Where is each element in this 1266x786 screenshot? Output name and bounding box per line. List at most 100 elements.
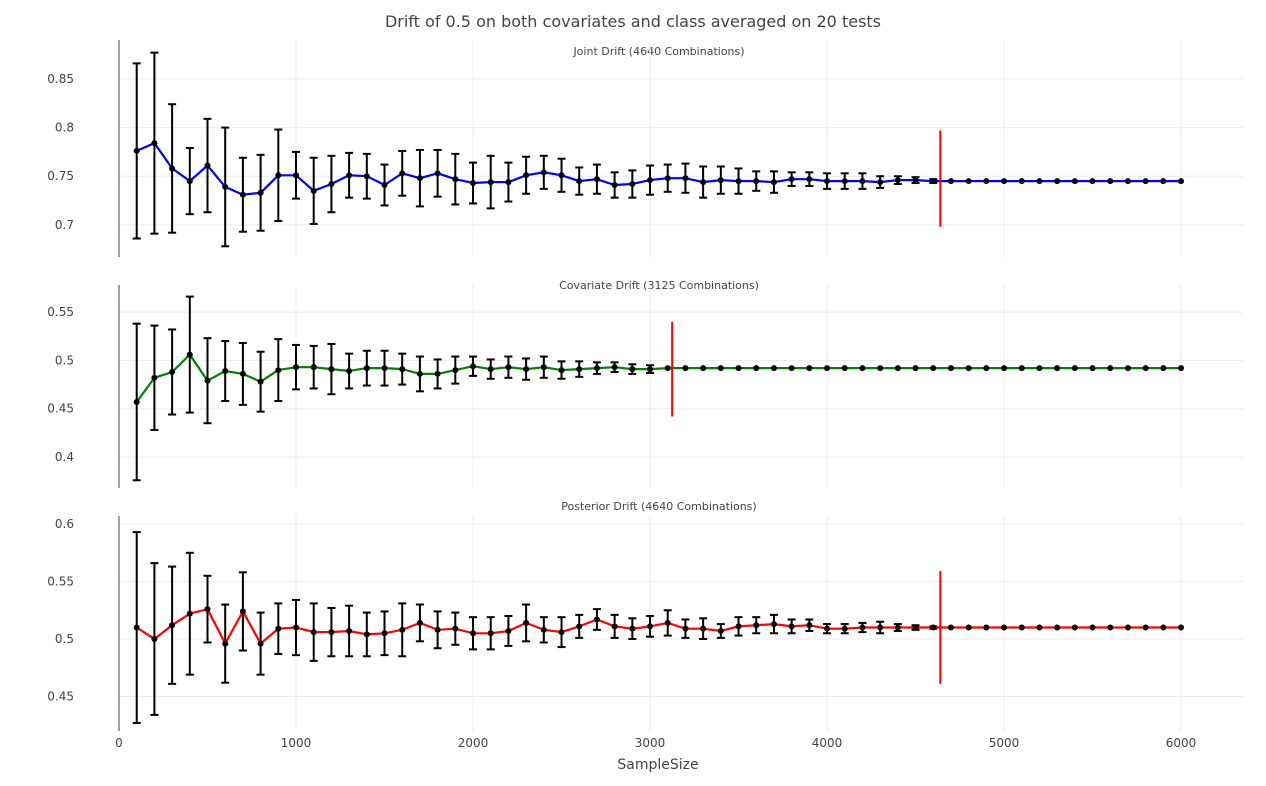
series-line bbox=[136, 141, 1181, 196]
data-point bbox=[310, 187, 317, 194]
data-point bbox=[1089, 365, 1096, 372]
data-point bbox=[735, 365, 742, 372]
data-point bbox=[735, 178, 742, 185]
data-point bbox=[434, 370, 441, 377]
data-point bbox=[1160, 178, 1167, 185]
data-point bbox=[593, 616, 600, 623]
y-tick-label: 0.55 bbox=[47, 305, 74, 319]
chart-title: Drift of 0.5 on both covariates and clas… bbox=[385, 12, 881, 31]
data-point bbox=[770, 621, 777, 628]
data-point bbox=[540, 364, 547, 371]
data-point bbox=[859, 178, 866, 185]
data-point bbox=[965, 365, 972, 372]
data-point bbox=[611, 364, 618, 371]
data-point bbox=[222, 368, 229, 375]
data-point bbox=[239, 370, 246, 377]
panel-1-subtitle: Joint Drift (4640 Combinations) bbox=[572, 45, 744, 58]
data-point bbox=[859, 624, 866, 631]
data-point bbox=[239, 608, 246, 615]
y-tick-label: 0.8 bbox=[55, 121, 74, 135]
data-point bbox=[912, 624, 919, 631]
data-point bbox=[381, 181, 388, 188]
data-point bbox=[505, 627, 512, 634]
y-tick-label: 0.75 bbox=[47, 169, 74, 183]
data-point bbox=[894, 177, 901, 184]
x-tick-label: 1000 bbox=[281, 736, 312, 750]
data-point bbox=[310, 364, 317, 371]
data-point bbox=[328, 181, 335, 188]
data-point bbox=[487, 366, 494, 373]
data-point bbox=[1107, 365, 1114, 372]
data-point bbox=[1071, 178, 1078, 185]
data-point bbox=[523, 172, 530, 179]
data-point bbox=[770, 179, 777, 186]
data-point bbox=[629, 366, 636, 373]
data-point bbox=[983, 624, 990, 631]
data-point bbox=[1036, 178, 1043, 185]
data-point bbox=[841, 625, 848, 632]
data-point bbox=[593, 176, 600, 183]
data-point bbox=[877, 365, 884, 372]
data-point bbox=[806, 622, 813, 629]
data-point bbox=[1142, 624, 1149, 631]
data-point bbox=[700, 625, 707, 632]
data-point bbox=[558, 367, 565, 374]
data-point bbox=[328, 629, 335, 636]
data-point bbox=[222, 640, 229, 647]
data-point bbox=[399, 170, 406, 177]
data-point bbox=[647, 623, 654, 630]
data-point bbox=[381, 630, 388, 637]
data-point bbox=[416, 619, 423, 626]
data-point bbox=[1054, 624, 1061, 631]
data-point bbox=[1054, 365, 1061, 372]
data-point bbox=[1036, 365, 1043, 372]
data-point bbox=[735, 623, 742, 630]
data-point bbox=[204, 606, 211, 613]
series-line bbox=[135, 352, 1181, 403]
data-point bbox=[788, 623, 795, 630]
data-point bbox=[859, 365, 866, 372]
data-point bbox=[434, 626, 441, 633]
data-point bbox=[965, 178, 972, 185]
data-point bbox=[363, 631, 370, 638]
data-point bbox=[346, 627, 353, 634]
data-point bbox=[346, 368, 353, 375]
data-point bbox=[1142, 365, 1149, 372]
data-point bbox=[363, 365, 370, 372]
data-point bbox=[452, 176, 459, 183]
x-tick-label: 2000 bbox=[458, 736, 489, 750]
data-point bbox=[293, 364, 300, 371]
data-point bbox=[664, 365, 671, 372]
data-point bbox=[293, 172, 300, 179]
data-point bbox=[434, 170, 441, 177]
data-point bbox=[664, 175, 671, 182]
data-point bbox=[629, 181, 636, 188]
data-point bbox=[239, 191, 246, 198]
x-tick-label: 6000 bbox=[1166, 736, 1197, 750]
data-point bbox=[824, 178, 831, 185]
x-tick-label: 0 bbox=[115, 736, 123, 750]
data-point bbox=[717, 627, 724, 634]
data-point bbox=[1124, 365, 1131, 372]
data-point bbox=[788, 176, 795, 183]
data-point bbox=[930, 624, 937, 631]
data-point bbox=[505, 364, 512, 371]
data-point bbox=[169, 165, 176, 172]
y-tick-label: 0.45 bbox=[47, 690, 74, 704]
data-point bbox=[558, 629, 565, 636]
data-point bbox=[293, 624, 300, 631]
data-point bbox=[576, 366, 583, 373]
data-point bbox=[381, 365, 388, 372]
data-point bbox=[806, 365, 813, 372]
data-point bbox=[487, 630, 494, 637]
y-tick-label: 0.5 bbox=[55, 353, 74, 367]
data-point bbox=[947, 178, 954, 185]
data-point bbox=[222, 183, 229, 190]
data-point bbox=[877, 179, 884, 186]
panel-2-subtitle: Covariate Drift (3125 Combinations) bbox=[559, 279, 759, 292]
x-axis-label: SampleSize bbox=[617, 757, 698, 773]
data-point bbox=[753, 622, 760, 629]
data-point bbox=[664, 619, 671, 626]
data-point bbox=[841, 178, 848, 185]
